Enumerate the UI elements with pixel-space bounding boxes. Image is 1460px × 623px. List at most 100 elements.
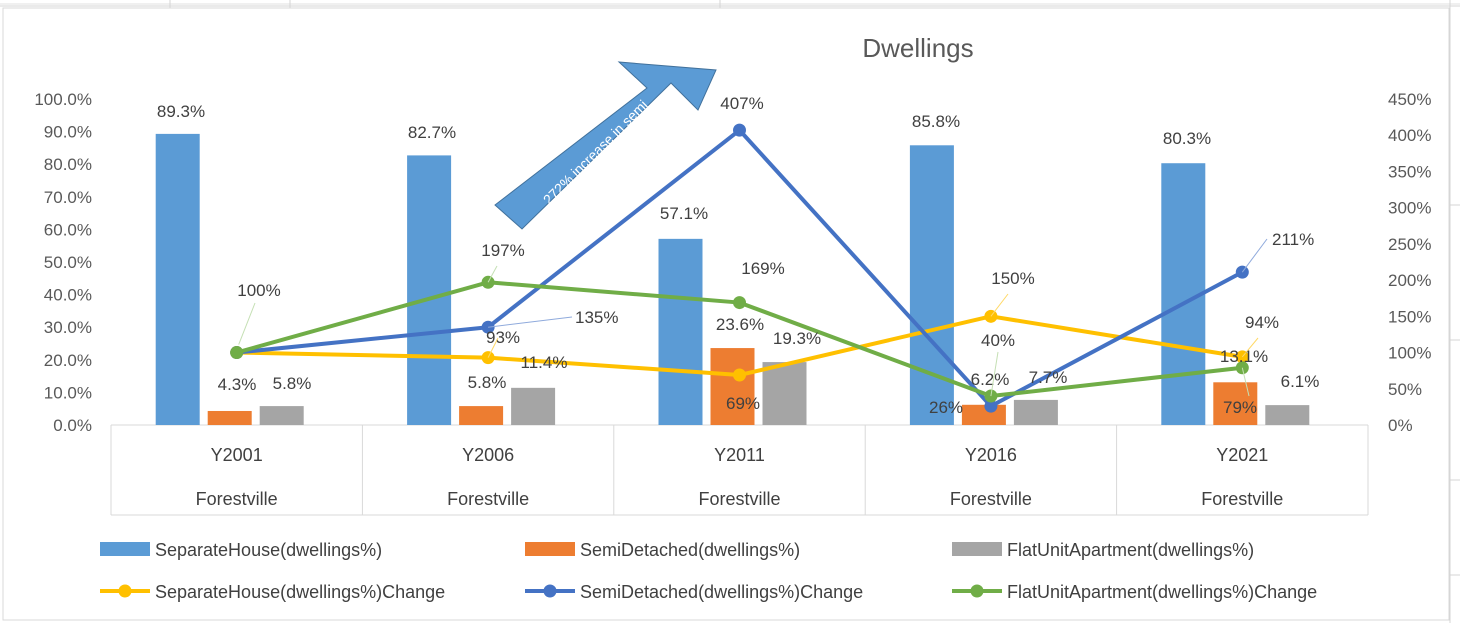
x-axis-category-label: Y2001 xyxy=(211,445,263,465)
left-axis-tick-label: 20.0% xyxy=(44,351,92,370)
bar-value-label: 13.1% xyxy=(1220,347,1268,366)
left-axis-tick-label: 30.0% xyxy=(44,318,92,337)
bar[interactable] xyxy=(155,133,200,425)
line-value-label: 150% xyxy=(991,269,1034,288)
bar[interactable] xyxy=(710,348,755,425)
bar[interactable] xyxy=(259,406,304,425)
line-value-label: 169% xyxy=(741,259,784,278)
bar[interactable] xyxy=(1013,399,1058,425)
bar-value-label: 11.4% xyxy=(521,353,568,372)
x-axis-category-label: Y2021 xyxy=(1216,445,1268,465)
x-axis-category-label: Y2016 xyxy=(965,445,1017,465)
legend: SeparateHouse(dwellings%) SemiDetached(dw… xyxy=(100,540,1317,602)
bar[interactable] xyxy=(407,155,452,425)
line-value-label: 26% xyxy=(929,398,963,417)
bar[interactable] xyxy=(658,238,703,425)
legend-label: FlatUnitApartment(dwellings%) xyxy=(1007,540,1254,560)
legend-marker xyxy=(543,584,557,598)
bar-value-label: 82.7% xyxy=(408,123,456,142)
legend-swatch xyxy=(100,542,150,556)
bar-value-label: 4.3% xyxy=(218,375,257,394)
line-point[interactable] xyxy=(230,346,244,360)
x-axis-group-label: Forestville xyxy=(950,489,1032,509)
left-axis-tick-label: 80.0% xyxy=(44,155,92,174)
bar-data-labels: 89.3% 82.7% 57.1% 85.8% 80.3% 4.3% 5.8% 23.6% 6.… xyxy=(157,102,1319,394)
line-point[interactable] xyxy=(733,296,746,310)
line-series-group xyxy=(230,123,1249,413)
bar-value-label: 6.2% xyxy=(971,370,1010,389)
bar-value-label: 85.8% xyxy=(912,112,960,131)
right-axis-tick-label: 0% xyxy=(1388,416,1413,435)
line-value-label: 100% xyxy=(237,281,280,300)
chart-border xyxy=(2,7,1450,621)
right-axis-tick-label: 450% xyxy=(1388,90,1431,109)
right-axis-tick-label: 200% xyxy=(1388,271,1431,290)
legend-marker xyxy=(970,584,984,598)
chart-title: Dwellings xyxy=(862,33,973,63)
x-axis-category-label: Y2011 xyxy=(714,445,765,465)
label-leader-line xyxy=(488,316,573,328)
right-axis-tick-label: 150% xyxy=(1388,307,1431,326)
bar-value-label: 89.3% xyxy=(157,102,205,121)
legend-label: SemiDetached(dwellings%)Change xyxy=(580,582,863,602)
line-point[interactable] xyxy=(984,399,998,413)
left-axis-tick-label: 100.0% xyxy=(34,90,92,109)
right-axis-tick-label: 400% xyxy=(1388,126,1431,145)
x-axis-category-label: Y2006 xyxy=(462,445,514,465)
bar-value-label: 57.1% xyxy=(660,204,708,223)
line-value-label: 211% xyxy=(1272,230,1314,249)
bar-value-label: 7.7% xyxy=(1029,368,1068,387)
bar[interactable] xyxy=(909,145,954,426)
label-leader-line xyxy=(487,337,499,358)
x-axis-group-label: Forestville xyxy=(447,489,529,509)
line-value-label: 135% xyxy=(575,308,618,327)
line-value-label: 93% xyxy=(486,328,520,347)
right-y-axis: 0% 50% 100% 150% 200% 250% 300% 350% 400% 450% xyxy=(1388,90,1431,435)
line-data-labels: 100% 93% 69% 150% 94% 135% 407% 26% 211% 197% 169%… xyxy=(237,94,1314,417)
bar[interactable] xyxy=(762,362,807,425)
line-value-label: 79% xyxy=(1223,398,1257,417)
x-axis-group-label: Forestville xyxy=(196,489,278,509)
legend-label: FlatUnitApartment(dwellings%)Change xyxy=(1007,582,1317,602)
bar-value-label: 19.3% xyxy=(773,329,821,348)
legend-label: SeparateHouse(dwellings%) xyxy=(155,540,382,560)
bar[interactable] xyxy=(1213,382,1258,425)
arrow-shape xyxy=(494,61,717,230)
legend-marker xyxy=(118,584,132,598)
right-axis-tick-label: 300% xyxy=(1388,199,1431,218)
left-axis-tick-label: 90.0% xyxy=(44,123,92,142)
line-value-label: 197% xyxy=(481,241,524,260)
bar-value-label: 23.6% xyxy=(716,315,764,334)
left-axis-tick-label: 10.0% xyxy=(44,383,92,402)
bar[interactable] xyxy=(511,387,556,425)
line-value-label: 94% xyxy=(1245,313,1279,332)
label-leader-line xyxy=(1241,238,1268,273)
bar[interactable] xyxy=(961,404,1006,425)
label-leader-line xyxy=(1241,367,1250,397)
legend-swatch xyxy=(525,542,575,556)
right-axis-tick-label: 250% xyxy=(1388,235,1431,254)
bar-series-group xyxy=(155,133,1310,426)
bar[interactable] xyxy=(207,410,252,425)
legend-label: SeparateHouse(dwellings%)Change xyxy=(155,582,445,602)
bar[interactable] xyxy=(1265,405,1310,425)
bar[interactable] xyxy=(459,406,504,425)
x-axis: Y2001 Y2006 Y2011 Y2016 Y2021 Forestville Fore… xyxy=(196,445,1284,509)
bar-value-label: 6.1% xyxy=(1281,372,1320,391)
legend-swatch xyxy=(952,542,1002,556)
label-leader-line xyxy=(1241,337,1259,358)
left-y-axis: 0.0% 10.0% 20.0% 30.0% 40.0% 50.0% 60.0% 70.0% 8… xyxy=(34,90,92,435)
line-value-label: 407% xyxy=(720,94,763,113)
label-leader-line xyxy=(990,293,1009,317)
line-point[interactable] xyxy=(733,123,746,137)
line-point[interactable] xyxy=(733,368,746,382)
right-axis-tick-label: 350% xyxy=(1388,162,1431,181)
left-axis-tick-label: 60.0% xyxy=(44,220,92,239)
legend-label: SemiDetached(dwellings%) xyxy=(580,540,800,560)
left-axis-tick-label: 50.0% xyxy=(44,253,92,272)
left-axis-tick-label: 40.0% xyxy=(44,286,92,305)
bar-value-label: 5.8% xyxy=(468,373,507,392)
